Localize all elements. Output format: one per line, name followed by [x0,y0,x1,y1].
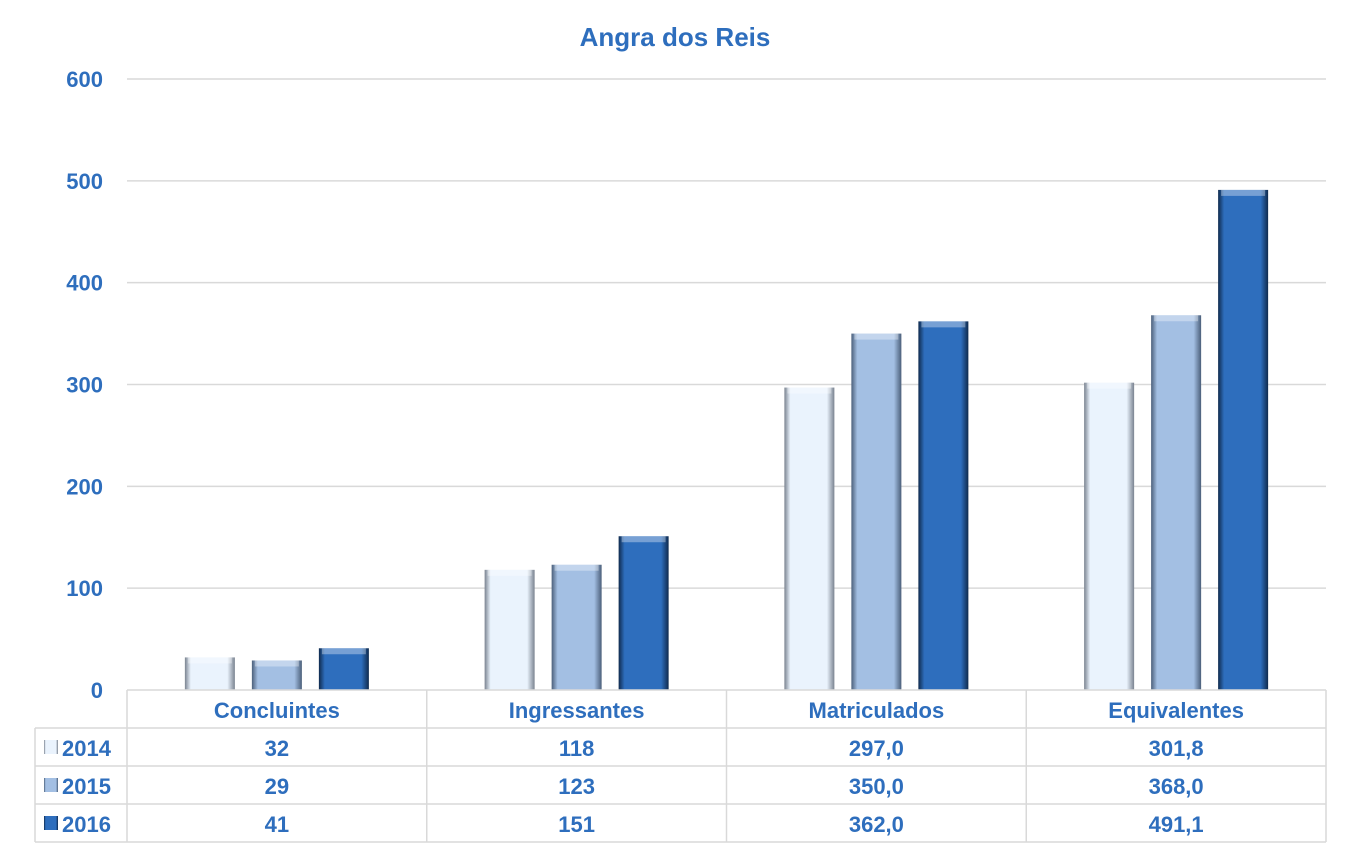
bar-highlight [254,660,299,667]
category-label: Concluintes [214,698,340,723]
y-tick-label: 500 [66,169,103,194]
y-tick-label: 100 [66,576,103,601]
data-table: Concluintes Ingressantes Matriculados Equiv… [34,689,1327,843]
bar-2016-equivalentes [1218,189,1269,691]
data-label: 151 [558,812,595,837]
y-tick-label: 300 [66,373,103,398]
y-tick-label: 600 [66,67,103,92]
y-tick-label: 400 [66,271,103,296]
bar-highlight [854,333,899,340]
bar-2016-ingressantes [618,536,669,690]
bar-2015-concluintes [251,660,302,690]
series-label: 2015 [62,774,111,799]
data-label: 301,8 [1149,736,1204,761]
bar-highlight [921,321,966,328]
bar-2015-matriculados [851,333,902,690]
bars [184,189,1269,691]
bar-highlight [1087,382,1132,389]
y-axis-ticks: 0 100 200 300 400 500 600 [66,67,103,703]
grid [127,78,1326,589]
data-label: 491,1 [1149,812,1204,837]
category-label: Ingressantes [509,698,645,723]
y-tick-label: 0 [91,678,103,703]
legend-key-2016 [44,816,58,830]
bar-2014-ingressantes [484,569,535,690]
bar-2015-ingressantes [551,564,602,690]
bar-highlight [487,569,532,576]
category-label: Equivalentes [1108,698,1244,723]
series-label: 2016 [62,812,111,837]
bar-highlight [187,657,232,664]
data-label: 350,0 [849,774,904,799]
bar-highlight [1154,315,1199,322]
series-label: 2014 [62,736,112,761]
data-label: 297,0 [849,736,904,761]
data-label: 362,0 [849,812,904,837]
bar-highlight [554,564,599,571]
data-label: 118 [559,736,595,761]
bar-2014-equivalentes [1084,382,1135,690]
bar-2016-matriculados [918,321,969,690]
data-label: 32 [265,736,289,761]
bar-2014-concluintes [184,657,235,690]
bar-2015-equivalentes [1151,315,1202,690]
bar-highlight [787,387,832,394]
data-label: 368,0 [1149,774,1204,799]
y-tick-label: 200 [66,474,103,499]
bar-highlight [621,536,666,543]
chart-title: Angra dos Reis [580,22,771,52]
category-label: Matriculados [809,698,945,723]
data-label: 29 [265,774,289,799]
legend-key-2014 [44,740,58,754]
bar-2016-concluintes [318,648,369,690]
data-label: 41 [265,812,289,837]
data-label: 123 [558,774,595,799]
bar-2014-matriculados [784,387,835,690]
bar-highlight [321,648,366,655]
bar-highlight [1221,189,1266,196]
legend-key-2015 [44,778,58,792]
